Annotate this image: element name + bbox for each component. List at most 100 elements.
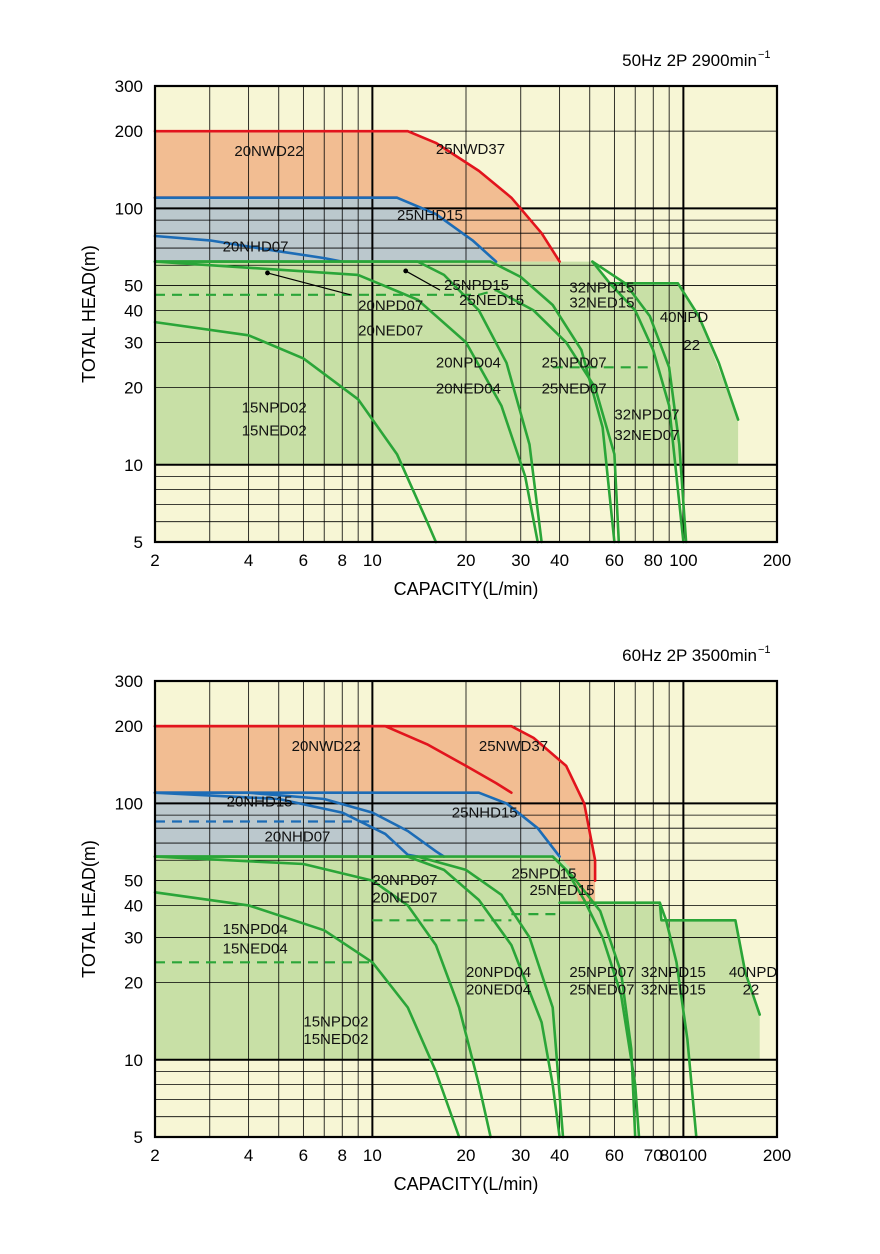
series-line bbox=[608, 281, 740, 421]
series-label: 25NED07 bbox=[542, 380, 607, 397]
series-label: 25NPD15 bbox=[511, 865, 576, 882]
series-label: 20NED07 bbox=[372, 890, 437, 907]
series-label: 20NED04 bbox=[436, 380, 501, 397]
x-tick-label: 8 bbox=[338, 1146, 347, 1165]
x-tick-label: 200 bbox=[763, 1146, 791, 1165]
series-label: 15NPD02 bbox=[303, 1013, 368, 1030]
y-tick-label: 200 bbox=[115, 122, 143, 141]
x-tick-label: 20 bbox=[457, 551, 476, 570]
chart-title: 60Hz 2P 3500min bbox=[622, 646, 757, 665]
series-line bbox=[416, 855, 565, 1139]
series-line bbox=[153, 129, 561, 263]
series-line bbox=[153, 234, 344, 263]
x-tick-label: 80100 bbox=[660, 1146, 707, 1165]
series-label: 32NPD15 bbox=[569, 279, 634, 296]
x-axis-label: CAPACITY(L/min) bbox=[394, 579, 539, 599]
y-tick-label: 30 bbox=[124, 333, 143, 352]
series-label: 20NWD22 bbox=[292, 738, 361, 755]
y-tick-label: 30 bbox=[124, 928, 143, 947]
series-line bbox=[153, 791, 561, 858]
y-tick-label: 50 bbox=[124, 872, 143, 891]
x-tick-label: 30 bbox=[511, 551, 530, 570]
series-label: 22 bbox=[683, 337, 700, 354]
series-label: 25NED15 bbox=[529, 882, 594, 899]
series-line bbox=[153, 320, 438, 544]
chart-2: 20NWD22 25NWD37 20NHD15 25NHD15 20NHD07 25NPD… bbox=[79, 644, 791, 1194]
series-label: 20NHD07 bbox=[265, 829, 331, 846]
x-tick-label: 6 bbox=[299, 551, 308, 570]
x-tick-label: 40 bbox=[550, 1146, 569, 1165]
x-tick-label: 4 bbox=[244, 551, 253, 570]
chart-title: 50Hz 2P 2900min bbox=[622, 51, 757, 70]
series-line bbox=[153, 260, 540, 544]
series-label: 15NPD04 bbox=[223, 921, 288, 938]
series-label: 40NPD bbox=[729, 964, 778, 981]
x-tick-label: 10 bbox=[363, 1146, 382, 1165]
y-tick-label: 10 bbox=[124, 456, 143, 475]
region-fill bbox=[155, 792, 560, 857]
x-axis-label: CAPACITY(L/min) bbox=[394, 1174, 539, 1194]
y-tick-label: 300 bbox=[115, 672, 143, 691]
series-line bbox=[153, 724, 597, 882]
series-line bbox=[153, 890, 461, 1139]
leader-line bbox=[267, 272, 351, 296]
x-tick-label: 2 bbox=[150, 1146, 159, 1165]
series-label: 20NED07 bbox=[358, 322, 423, 339]
x-tick-label: 80 bbox=[644, 551, 663, 570]
x-tick-label: 60 bbox=[605, 1146, 624, 1165]
y-tick-label: 40 bbox=[124, 896, 143, 915]
series-label: 32NPD15 bbox=[641, 964, 706, 981]
leader-dot bbox=[403, 268, 409, 274]
series-label: 20NPD07 bbox=[358, 297, 423, 314]
series-label: 32NED15 bbox=[641, 981, 706, 998]
series-line bbox=[153, 855, 561, 1139]
series-label: 25NWD37 bbox=[436, 141, 505, 158]
leader-dot bbox=[265, 270, 270, 276]
x-tick-label: 100 bbox=[669, 551, 697, 570]
series-line bbox=[658, 901, 762, 1016]
series-line bbox=[153, 791, 420, 858]
chart-title-superscript: −1 bbox=[758, 49, 771, 61]
y-axis-label: TOTAL HEAD(m) bbox=[79, 840, 99, 978]
series-line bbox=[153, 260, 616, 544]
leader-line bbox=[405, 270, 441, 291]
series-label: 32NPD07 bbox=[614, 407, 679, 424]
y-tick-label: 5 bbox=[134, 1128, 143, 1147]
series-label: 32NED07 bbox=[614, 427, 679, 444]
x-tick-label: 4 bbox=[244, 1146, 253, 1165]
series-label: 25NED07 bbox=[569, 981, 634, 998]
series-line bbox=[558, 901, 698, 1139]
y-tick-label: 200 bbox=[115, 717, 143, 736]
series-label: 32NED15 bbox=[569, 295, 634, 312]
y-tick-label: 300 bbox=[115, 77, 143, 96]
region-fill bbox=[155, 261, 739, 465]
series-line bbox=[591, 260, 688, 544]
x-tick-label: 20 bbox=[457, 1146, 476, 1165]
series-label: 20NHD15 bbox=[227, 794, 293, 811]
x-tick-label: 8 bbox=[338, 551, 347, 570]
y-tick-label: 10 bbox=[124, 1051, 143, 1070]
series-label: 15NED04 bbox=[223, 940, 288, 957]
x-tick-label: 2 bbox=[150, 551, 159, 570]
x-tick-label: 30 bbox=[511, 1146, 530, 1165]
plot-frame bbox=[153, 679, 779, 1139]
series-label: 20NPD07 bbox=[372, 872, 437, 889]
y-tick-label: 100 bbox=[115, 794, 143, 813]
series-label: 25NHD15 bbox=[397, 207, 463, 224]
series-label: 25NPD07 bbox=[569, 964, 634, 981]
plot-frame bbox=[153, 84, 779, 544]
series-label: 20NED04 bbox=[466, 981, 531, 998]
x-tick-label: 40 bbox=[550, 551, 569, 570]
series-label: 25NHD15 bbox=[452, 805, 518, 822]
region-fill bbox=[155, 856, 760, 1060]
series-label: 22 bbox=[743, 981, 760, 998]
series-line bbox=[494, 288, 621, 544]
x-tick-label: 6 bbox=[299, 1146, 308, 1165]
y-tick-label: 20 bbox=[124, 379, 143, 398]
y-tick-label: 100 bbox=[115, 199, 143, 218]
series-dashed-line bbox=[155, 289, 497, 296]
series-line bbox=[153, 196, 498, 263]
chart-title-superscript: −1 bbox=[758, 644, 771, 656]
x-tick-label: 70 bbox=[644, 1146, 663, 1165]
